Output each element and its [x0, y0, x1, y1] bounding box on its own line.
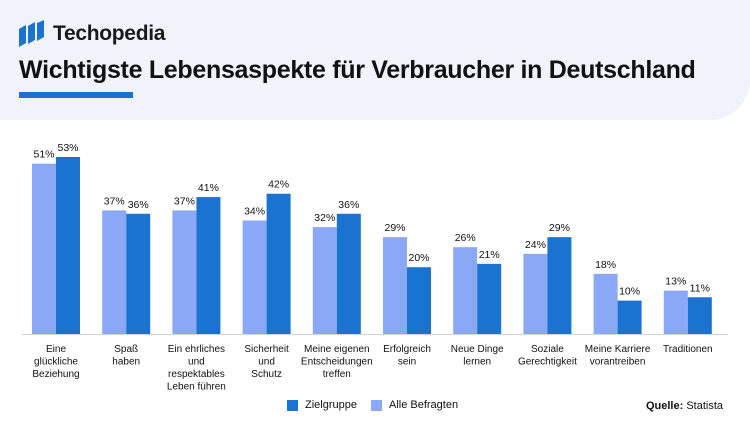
category-label-7: Soziale Gerechtigkeit — [518, 344, 577, 368]
category-label-1: Spaß haben — [112, 344, 140, 368]
data-label-zielgruppe-2: 41% — [198, 182, 219, 194]
legend-label-alle-befragten: Alle Befragten — [388, 399, 459, 411]
bar-alle-befragten-5 — [383, 237, 407, 334]
legend-swatch-alle-befragten — [370, 399, 382, 411]
bar-alle-befragten-1 — [102, 210, 127, 334]
bar-zielgruppe-6 — [477, 263, 502, 334]
source-value: Statista — [686, 400, 723, 412]
category-label-0: Eine glückliche Beziehung — [32, 344, 79, 380]
category-label-8: Meine Karriere vorantreiben — [585, 344, 651, 368]
legend-swatch-zielgruppe — [287, 399, 298, 411]
data-label-alle-befragten-3: 34% — [244, 205, 265, 217]
source-label: Quelle: — [645, 400, 684, 412]
category-label-5: Erfolgreich sein — [383, 344, 431, 368]
data-label-alle-befragten-2: 37% — [174, 195, 195, 207]
data-label-zielgruppe-6: 21% — [479, 249, 500, 261]
category-label-4: Meine eigenen Entscheidungen treffen — [301, 344, 373, 380]
bar-alle-befragten-4 — [312, 227, 337, 334]
data-label-zielgruppe-8: 10% — [619, 286, 640, 298]
header: Techopedia Wichtigste Lebensaspekte für … — [0, 0, 750, 120]
data-label-alle-befragten-5: 29% — [384, 222, 405, 234]
bar-zielgruppe-3 — [266, 193, 291, 334]
data-label-alle-befragten-7: 24% — [525, 239, 546, 251]
data-label-zielgruppe-5: 20% — [408, 252, 429, 264]
bar-alle-befragten-7 — [523, 253, 548, 334]
bar-alle-befragten-2 — [172, 210, 197, 334]
techopedia-logo-icon — [19, 20, 44, 47]
data-label-alle-befragten-1: 37% — [104, 195, 125, 207]
data-label-alle-befragten-8: 18% — [595, 259, 616, 271]
bar-zielgruppe-5 — [407, 267, 431, 334]
title-underline-bar — [19, 92, 133, 98]
bar-alle-befragten-3 — [242, 220, 267, 334]
data-label-alle-befragten-6: 26% — [455, 232, 476, 244]
logo: Techopedia — [18, 20, 165, 48]
data-label-alle-befragten-9: 13% — [665, 276, 686, 288]
category-label-2: Ein ehrliches und respektables Leben führen — [167, 344, 226, 393]
legend-item-zielgruppe: Zielgruppe — [287, 399, 357, 411]
data-label-zielgruppe-1: 36% — [128, 199, 149, 211]
category-label-6: Neue Dinge lernen — [451, 344, 504, 368]
bar-zielgruppe-8 — [617, 300, 642, 334]
data-label-zielgruppe-9: 11% — [690, 282, 710, 294]
bar-alle-befragten-9 — [663, 290, 688, 334]
data-label-zielgruppe-7: 29% — [549, 222, 570, 234]
data-label-alle-befragten-0: 51% — [33, 149, 54, 161]
bar-zielgruppe-2 — [196, 197, 221, 334]
bar-zielgruppe-0 — [56, 157, 80, 334]
bar-alle-befragten-6 — [453, 247, 478, 334]
brand-name: Techopedia — [53, 22, 166, 45]
category-label-9: Traditionen — [663, 344, 713, 355]
legend: Zielgruppe Alle Befragten — [287, 399, 472, 411]
bar-zielgruppe-9 — [687, 297, 712, 334]
data-label-zielgruppe-3: 42% — [268, 179, 289, 191]
bar-zielgruppe-1 — [126, 213, 151, 334]
page-title: Wichtigste Lebensaspekte für Verbraucher… — [19, 56, 696, 84]
data-label-alle-befragten-4: 32% — [314, 212, 335, 224]
legend-item-alle-befragten: Alle Befragten — [370, 399, 459, 411]
data-label-zielgruppe-0: 53% — [57, 142, 78, 154]
data-label-zielgruppe-4: 36% — [338, 199, 359, 211]
source-note: Quelle: Statista — [646, 400, 723, 412]
bar-alle-befragten-8 — [593, 273, 618, 334]
category-label-3: Sicherheit und Schutz — [244, 344, 289, 380]
bar-alle-befragten-0 — [32, 163, 56, 334]
bar-zielgruppe-4 — [336, 213, 361, 334]
bar-zielgruppe-7 — [547, 237, 572, 334]
legend-label-zielgruppe: Zielgruppe — [305, 399, 357, 411]
